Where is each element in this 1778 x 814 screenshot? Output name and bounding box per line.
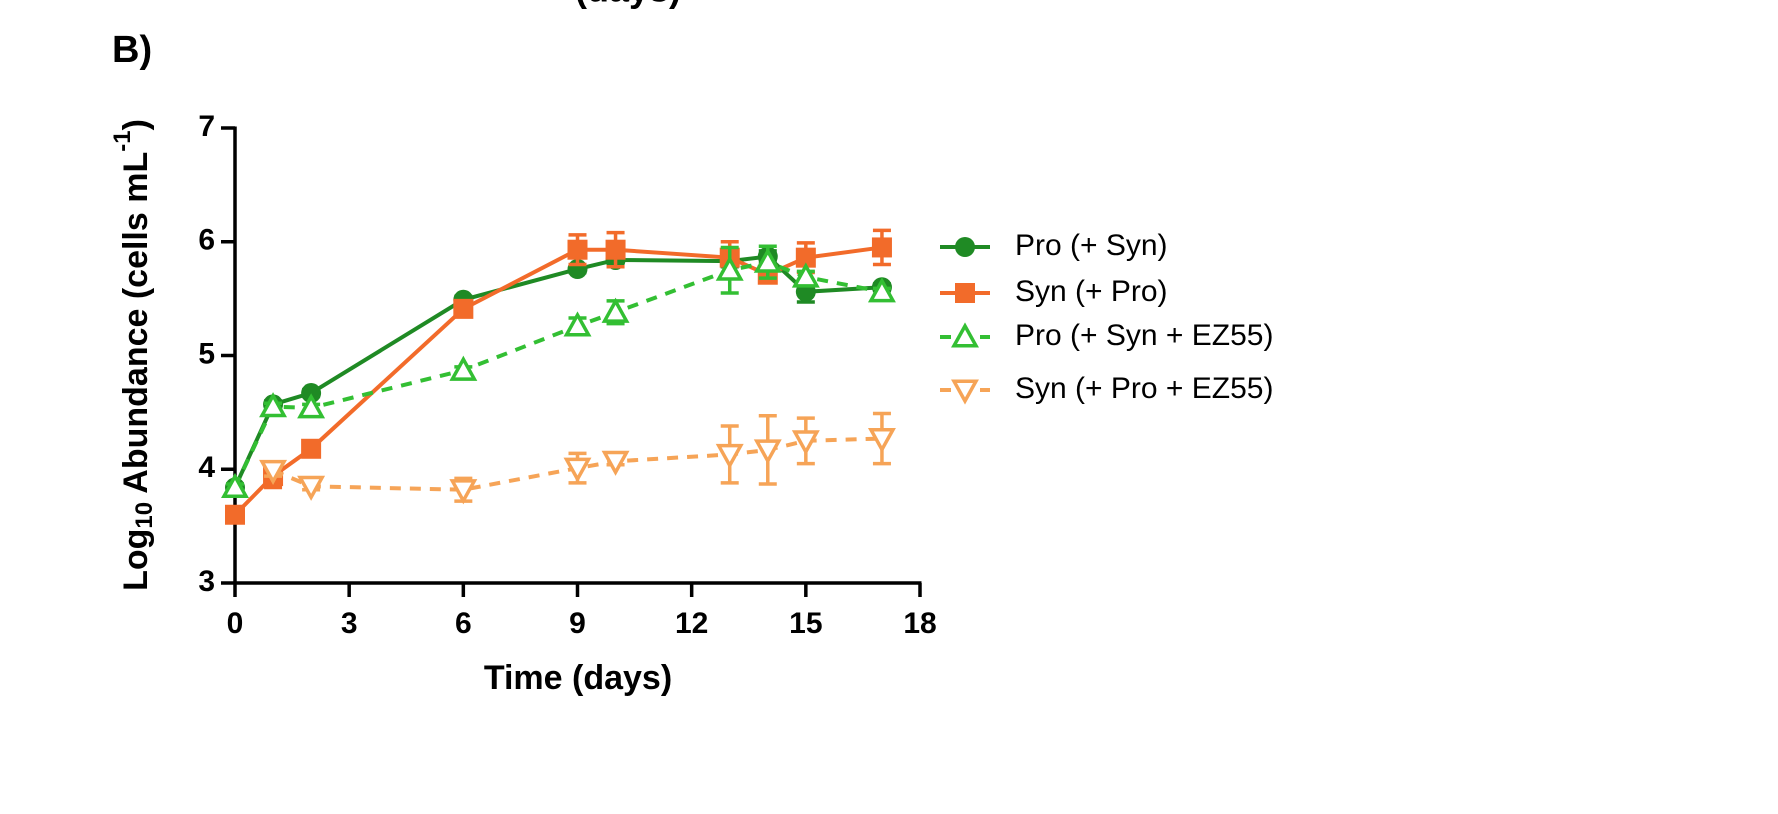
x-tick-label: 6 (455, 607, 472, 640)
series (264, 411, 891, 503)
y-tick-label: 4 (198, 451, 215, 484)
legend-label: Pro (+ Syn) (1015, 229, 1168, 262)
y-tick-label: 5 (198, 337, 215, 370)
marker (301, 438, 322, 459)
marker (301, 383, 322, 404)
series (226, 249, 891, 493)
marker (867, 277, 896, 303)
y-label-part: ) (117, 119, 155, 130)
x-tick-label: 9 (569, 607, 586, 640)
panel-label: B) (112, 29, 152, 71)
x-axis-label: Time (days) (484, 659, 672, 697)
marker (791, 430, 820, 456)
x-tick-label: 0 (227, 607, 244, 640)
marker (601, 297, 630, 323)
x-tick-label: 3 (341, 607, 358, 640)
y-tick-label: 7 (198, 110, 215, 143)
marker (297, 393, 326, 419)
legend-label: Pro (+ Syn + EZ55) (1015, 319, 1273, 352)
series-line (233, 260, 883, 489)
series-line (233, 254, 883, 489)
marker (715, 255, 744, 281)
marker (601, 450, 630, 476)
cropped-text: (days) (575, 0, 681, 10)
marker (955, 237, 975, 257)
marker (259, 459, 288, 485)
marker (567, 239, 588, 260)
legend-label: Syn (+ Pro) (1015, 275, 1168, 308)
marker (449, 355, 478, 381)
y-label-sub: 10 (131, 502, 158, 529)
marker (951, 322, 979, 348)
marker (449, 479, 478, 505)
marker (951, 379, 979, 405)
y-tick-label: 6 (198, 224, 215, 257)
marker (259, 392, 288, 418)
marker (605, 239, 626, 260)
series-line (233, 245, 883, 517)
x-tick-label: 18 (903, 607, 936, 640)
legend-label: Syn (+ Pro + EZ55) (1015, 372, 1273, 405)
x-tick-label: 12 (675, 607, 708, 640)
marker (753, 439, 782, 465)
y-axis-label: Log10 Abundance (cells mL-1) (109, 119, 158, 591)
marker (867, 427, 896, 454)
marker (791, 262, 820, 288)
y-label-part: Abundance (cells mL (117, 152, 155, 502)
marker (955, 283, 975, 303)
marker (871, 237, 892, 258)
marker (225, 504, 245, 525)
marker (297, 475, 326, 501)
y-label-part: Log (117, 529, 155, 591)
marker (453, 298, 474, 319)
marker (715, 443, 744, 470)
marker (795, 247, 816, 268)
marker (753, 247, 782, 273)
y-tick-label: 3 (198, 565, 215, 598)
x-tick-label: 15 (789, 607, 822, 640)
marker (563, 457, 592, 483)
series (226, 244, 891, 493)
marker (221, 472, 249, 498)
y-label-sup: -1 (109, 130, 136, 151)
marker (563, 311, 592, 337)
